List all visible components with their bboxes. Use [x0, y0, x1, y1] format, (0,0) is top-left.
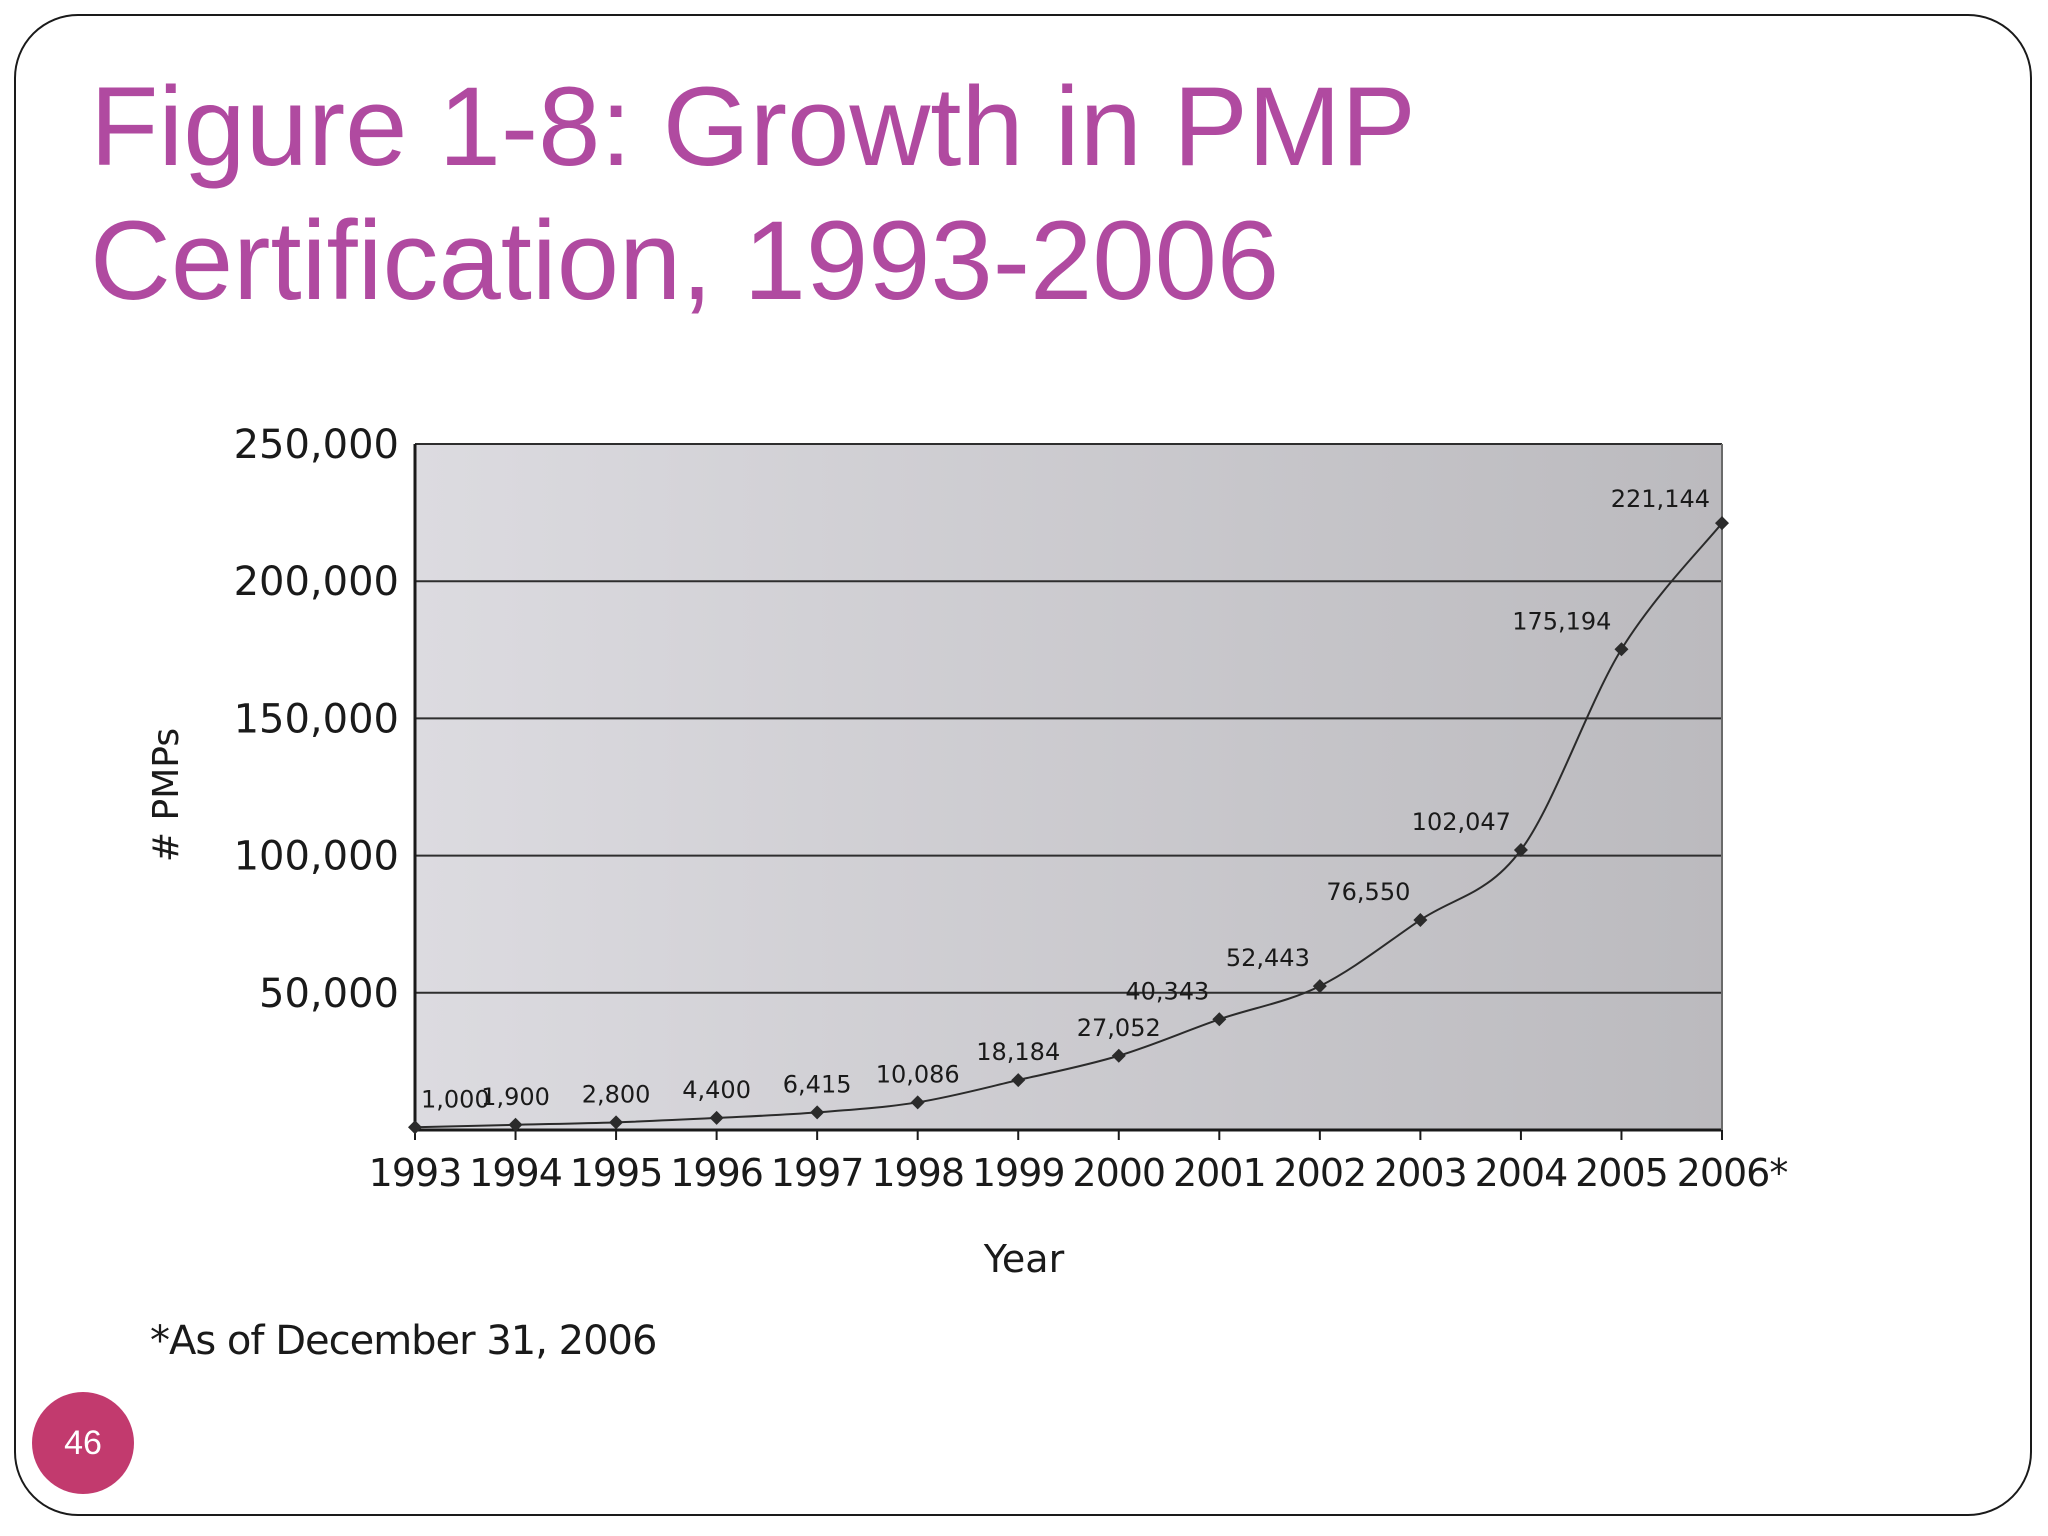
data-label: 175,194: [1512, 607, 1611, 635]
data-label: 1,000: [421, 1085, 490, 1113]
plot-area: [415, 444, 1722, 1130]
slide-title: Figure 1-8: Growth in PMP Certification,…: [90, 64, 1414, 323]
y-tick-label: 200,000: [234, 559, 399, 605]
data-label: 76,550: [1326, 878, 1410, 906]
x-tick-label: 1993: [369, 1151, 462, 1195]
data-label: 4,400: [682, 1076, 751, 1104]
data-label: 52,443: [1226, 944, 1310, 972]
x-tick-label: 1997: [771, 1151, 864, 1195]
x-tick-label: 1995: [570, 1151, 663, 1195]
x-tick-label: 1998: [871, 1151, 964, 1195]
data-label: 27,052: [1077, 1014, 1161, 1042]
data-point: [1111, 1048, 1126, 1063]
data-point: [1513, 842, 1528, 857]
data-point: [609, 1115, 624, 1130]
x-tick-label: 2004: [1475, 1151, 1568, 1195]
y-tick-label: 150,000: [234, 696, 399, 742]
data-point: [709, 1110, 724, 1125]
data-point: [508, 1117, 523, 1132]
data-point: [810, 1105, 825, 1120]
data-label: 10,086: [876, 1060, 960, 1088]
y-tick-label: 250,000: [234, 422, 399, 468]
data-label: 40,343: [1125, 977, 1209, 1005]
page-number-badge: 46: [32, 1392, 134, 1494]
data-label: 18,184: [976, 1038, 1060, 1066]
x-tick-label: 1996: [670, 1151, 763, 1195]
data-label: 1,900: [481, 1083, 550, 1111]
y-tick-label: 50,000: [259, 971, 399, 1017]
x-tick-label: 1999: [972, 1151, 1065, 1195]
data-point: [1614, 642, 1629, 657]
data-point: [1715, 516, 1729, 531]
data-point: [910, 1095, 925, 1110]
data-label: 6,415: [783, 1070, 852, 1098]
data-label: 102,047: [1412, 808, 1511, 836]
x-tick-label: 1994: [469, 1151, 562, 1195]
x-axis-title: Year: [983, 1237, 1065, 1281]
x-tick-label: 2003: [1374, 1151, 1467, 1195]
series-line: [414, 522, 1723, 1129]
x-tick-label: 2002: [1273, 1151, 1366, 1195]
data-point: [1312, 979, 1327, 994]
x-tick-label: 2000: [1072, 1151, 1165, 1195]
footnote: *As of December 31, 2006: [150, 1318, 657, 1364]
data-point: [1413, 912, 1428, 927]
data-point: [408, 1120, 422, 1135]
x-tick-label: 2005: [1575, 1151, 1668, 1195]
x-tick-label: 2006*: [1677, 1151, 1788, 1195]
data-label: 221,144: [1611, 485, 1710, 513]
data-point: [1011, 1073, 1026, 1088]
y-axis-title: # PMPs: [146, 728, 187, 862]
x-tick-label: 2001: [1173, 1151, 1266, 1195]
data-label: 2,800: [582, 1080, 651, 1108]
data-point: [1212, 1012, 1227, 1027]
y-tick-label: 100,000: [234, 834, 399, 880]
